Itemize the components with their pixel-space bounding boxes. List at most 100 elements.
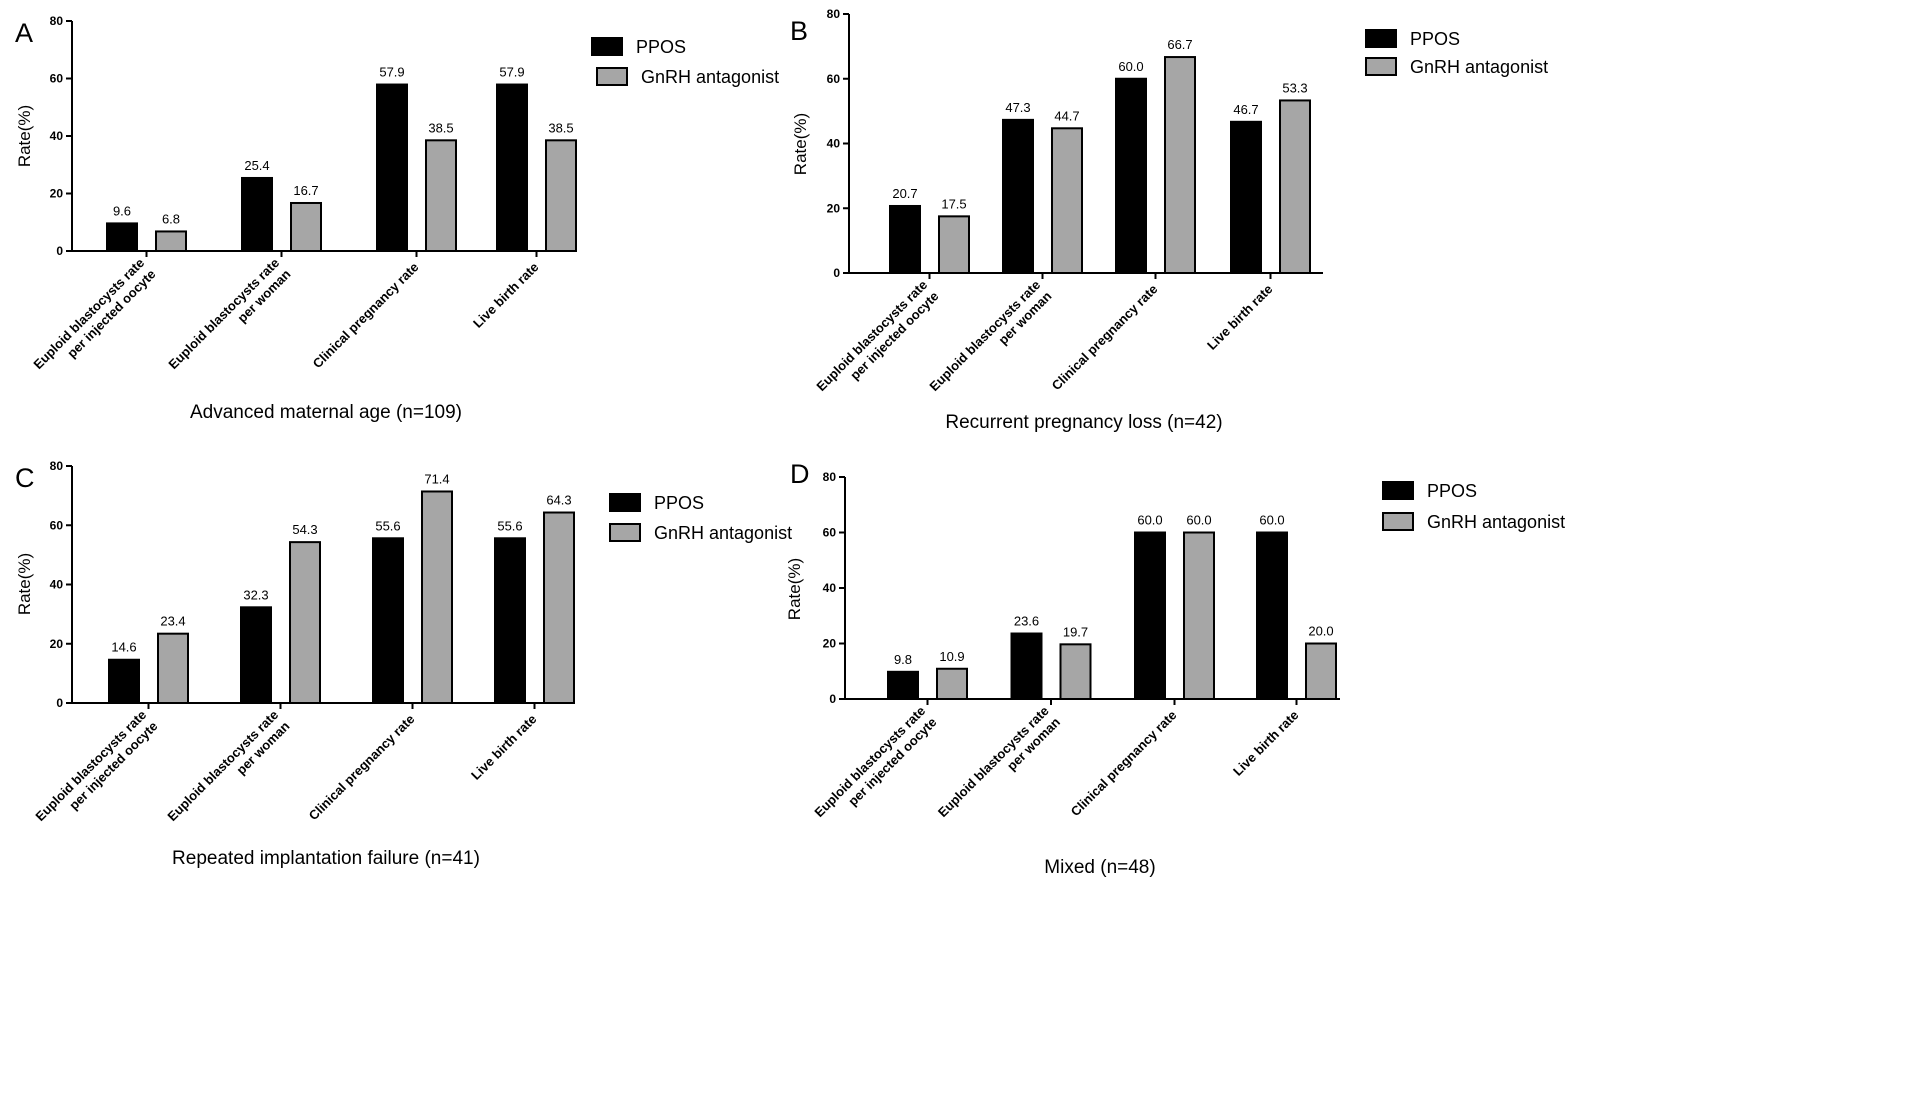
legend-label: GnRH antagonist — [654, 523, 792, 543]
x-tick-label-line: Live birth rate — [468, 711, 539, 782]
y-tick-label: 60 — [50, 518, 64, 532]
y-tick-label: 40 — [827, 137, 841, 151]
legend-swatch-gnrh-antagonist — [1365, 57, 1397, 76]
bar-gnrh-antagonist — [155, 230, 187, 252]
x-tick-label: Clinical pregnancy rate — [306, 711, 418, 823]
data-label: 57.9 — [499, 65, 524, 80]
data-label: 71.4 — [424, 471, 449, 486]
legend-swatch-ppos — [591, 37, 623, 56]
legend-label: GnRH antagonist — [1410, 57, 1548, 77]
y-tick-label: 20 — [823, 637, 837, 651]
bar-gnrh-antagonist — [1183, 531, 1215, 700]
y-tick-label: 0 — [829, 692, 836, 706]
y-tick-label: 80 — [50, 14, 64, 28]
data-label: 66.7 — [1167, 37, 1192, 52]
y-axis-label: Rate(%) — [15, 553, 34, 615]
x-tick-label-line: Euploid blastocysts rate — [926, 277, 1043, 394]
x-tick-label: Euploid blastocysts rateper injected ooc… — [30, 255, 158, 383]
panel-label: C — [15, 463, 35, 493]
legend-label: PPOS — [636, 37, 686, 57]
chart-panel-d: D 0 20 40 60 80 Rate(%) 9.8 10.9 Euploid blastocy… — [785, 459, 1565, 878]
data-label: 60.0 — [1186, 513, 1211, 528]
bar-gnrh-antagonist — [543, 511, 575, 704]
data-label: 38.5 — [548, 120, 573, 135]
legend-swatch-ppos — [609, 493, 641, 512]
x-tick-label: Euploid blastocysts rateper woman — [165, 255, 293, 383]
x-tick-label: Euploid blastocysts rateper woman — [935, 703, 1063, 831]
data-label: 47.3 — [1005, 100, 1030, 115]
x-tick-label-line: Live birth rate — [1230, 707, 1301, 778]
data-label: 60.0 — [1118, 59, 1143, 74]
data-label: 19.7 — [1063, 624, 1088, 639]
y-tick-label: 40 — [50, 578, 64, 592]
bar-ppos — [494, 537, 526, 704]
chart-panel-c: C 0 20 40 60 80 Rate(%) 14.6 23.4 Euploid blastoc… — [15, 459, 792, 869]
x-tick-label-line: Euploid blastocysts rate — [165, 255, 282, 372]
x-tick-label-line: Euploid blastocysts rate — [813, 277, 930, 394]
data-label: 16.7 — [293, 183, 318, 198]
x-tick-label-line: Live birth rate — [1204, 281, 1275, 352]
bar-gnrh-antagonist — [1279, 99, 1311, 274]
legend-label: GnRH antagonist — [641, 67, 779, 87]
bar-gnrh-antagonist — [425, 139, 457, 252]
bar-gnrh-antagonist — [1059, 643, 1092, 701]
data-label: 14.6 — [111, 640, 136, 655]
panel-subtitle: Advanced maternal age (n=109) — [190, 402, 462, 423]
bar-gnrh-antagonist — [938, 215, 970, 274]
x-tick-label-line: Live birth rate — [470, 259, 541, 330]
x-tick-label: Euploid blastocysts rateper injected ooc… — [32, 707, 160, 835]
y-tick-label: 0 — [56, 696, 63, 710]
bar-ppos — [1134, 531, 1166, 700]
panel-subtitle: Recurrent pregnancy loss (n=42) — [945, 412, 1222, 433]
legend-label: PPOS — [1427, 481, 1477, 501]
x-tick-label-line: Clinical pregnancy rate — [1068, 707, 1180, 819]
legend-swatch-gnrh-antagonist — [596, 67, 628, 86]
x-tick-label: Clinical pregnancy rate — [1068, 707, 1180, 819]
x-tick-label: Live birth rate — [470, 259, 541, 330]
data-label: 60.0 — [1259, 513, 1284, 528]
y-tick-label: 60 — [50, 72, 64, 86]
legend-label: GnRH antagonist — [1427, 512, 1565, 532]
panel-label: D — [790, 459, 810, 489]
data-label: 10.9 — [939, 649, 964, 664]
bar-ppos — [240, 606, 272, 705]
bar-ppos — [496, 83, 528, 252]
bar-ppos — [108, 658, 140, 704]
bar-gnrh-antagonist — [290, 201, 322, 253]
data-label: 55.6 — [497, 518, 522, 533]
x-tick-label: Euploid blastocysts rateper injected ooc… — [813, 277, 941, 405]
data-label: 23.4 — [160, 614, 185, 629]
x-tick-label-line: Clinical pregnancy rate — [1049, 281, 1161, 393]
y-tick-label: 80 — [50, 459, 64, 473]
legend-swatch-gnrh-antagonist — [1382, 512, 1414, 531]
panel-subtitle: Repeated implantation failure (n=41) — [172, 848, 480, 869]
x-tick-label: Live birth rate — [1204, 281, 1275, 352]
data-label: 17.5 — [941, 196, 966, 211]
bar-gnrh-antagonist — [1051, 127, 1083, 274]
x-tick-label-line: Euploid blastocysts rate — [811, 703, 928, 820]
y-axis-label: Rate(%) — [15, 105, 34, 167]
bar-ppos — [1010, 632, 1043, 701]
y-tick-label: 0 — [833, 266, 840, 280]
data-label: 6.8 — [162, 211, 180, 226]
y-axis-label: Rate(%) — [785, 558, 804, 620]
bar-ppos — [889, 204, 921, 274]
bar-gnrh-antagonist — [545, 139, 577, 252]
y-axis-label: Rate(%) — [791, 113, 810, 175]
bar-ppos — [1115, 77, 1147, 274]
bar-ppos — [1256, 531, 1288, 700]
x-tick-label: Euploid blastocysts rateper woman — [926, 277, 1054, 405]
legend-swatch-ppos — [1365, 29, 1397, 48]
x-tick-label-line: Euploid blastocysts rate — [935, 703, 1052, 820]
bar-gnrh-antagonist — [1164, 56, 1196, 275]
data-label: 20.7 — [892, 186, 917, 201]
y-tick-label: 40 — [823, 581, 837, 595]
y-tick-label: 80 — [827, 7, 841, 21]
data-label: 64.3 — [546, 493, 571, 508]
data-label: 60.0 — [1137, 513, 1162, 528]
data-label: 25.4 — [244, 158, 269, 173]
bar-ppos — [887, 670, 919, 700]
data-label: 44.7 — [1054, 108, 1079, 123]
chart-panel-a: A 0 20 40 60 80 Rate(%) 9.6 6.8 Euploid blastocys… — [15, 14, 779, 423]
bar-ppos — [106, 222, 138, 252]
